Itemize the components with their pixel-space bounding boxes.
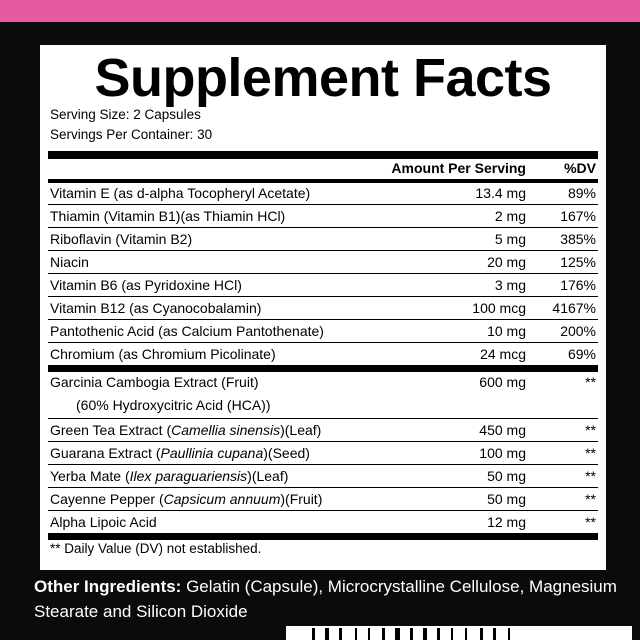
nutrient-amount: 24 mcg [480,346,526,362]
table-row: Chromium (as Chromium Picolinate) 24 mcg 6… [48,344,598,365]
panel-title: Supplement Facts [94,48,552,108]
other-ingredients-label: Other Ingredients: [34,577,182,596]
nutrient-name: Chromium (as Chromium Picolinate) [50,346,276,362]
amount-header: Amount Per Serving [391,160,526,176]
nutrient-amount: 3 mg [494,277,526,293]
nutrient-name: Vitamin B6 (as Pyridoxine HCl) [50,277,242,293]
other-ingredients: Other Ingredients: Gelatin (Capsule), Mi… [34,574,634,624]
table-row: Garcinia Cambogia Extract (Fruit) (60% Hy… [48,372,598,419]
nutrient-name: Pantothenic Acid (as Calcium Pantothenat… [50,323,324,339]
footnote: ** Daily Value (DV) not established. [50,541,262,556]
servings-per-container: Servings Per Container: 30 [50,127,213,142]
nutrient-dv: 89% [567,185,596,201]
nutrient-amount: 5 mg [494,231,526,247]
thick-divider [48,151,598,159]
table-row: Cayenne Pepper (Capsicum annuum)(Fruit) 5… [48,489,598,511]
nutrient-dv: 167% [560,208,596,224]
nutrient-subtext: (60% Hydroxycitric Acid (HCA)) [76,397,271,413]
nutrient-name: Guarana Extract (Paullinia cupana)(Seed) [50,445,310,461]
nutrient-name: Thiamin (Vitamin B1)(as Thiamin HCl) [50,208,286,224]
nutrient-amount: 20 mg [487,254,526,270]
table-row: Vitamin B12 (as Cyanocobalamin) 100 mcg 41… [48,298,598,320]
table-row: Guarana Extract (Paullinia cupana)(Seed)… [48,443,598,465]
nutrient-amount: 50 mg [487,491,526,507]
barcode-stripe [325,628,329,640]
barcode-stripe [395,628,400,640]
barcode-image [286,626,632,640]
barcode-stripe [355,628,357,640]
table-row: Yerba Mate (Ilex paraguariensis)(Leaf) 50… [48,466,598,488]
barcode-stripe [382,628,385,640]
nutrient-amount: 100 mcg [472,300,526,316]
nutrient-amount: 100 mg [479,445,526,461]
nutrient-name: Niacin [50,254,89,270]
accent-band [0,0,640,22]
nutrient-amount: 50 mg [487,468,526,484]
nutrient-name: Green Tea Extract (Camellia sinensis)(Le… [50,422,322,438]
footer-divider [48,533,598,540]
nutrient-dv: 176% [560,277,596,293]
nutrient-name: Yerba Mate (Ilex paraguariensis)(Leaf) [50,468,289,484]
nutrient-dv: 4167% [552,300,596,316]
nutrient-dv: ** [585,468,596,484]
serving-size: Serving Size: 2 Capsules [50,107,201,122]
header-divider [48,179,598,183]
nutrient-dv: 125% [560,254,596,270]
barcode-stripe [312,628,315,640]
nutrient-name: Vitamin E (as d-alpha Tocopheryl Acetate… [50,185,311,201]
nutrient-dv: 69% [567,346,596,362]
other-ingredients-text: Gelatin (Capsule), Microcrystalline Cell… [34,577,617,621]
nutrient-amount: 13.4 mg [475,185,526,201]
barcode-stripe [423,628,427,640]
nutrient-dv: 200% [560,323,596,339]
dv-header: %DV [564,160,596,176]
table-row: Riboflavin (Vitamin B2) 5 mg 385% [48,229,598,251]
nutrient-dv: ** [585,445,596,461]
barcode-stripe [368,628,370,640]
table-row: Alpha Lipoic Acid 12 mg ** [48,512,598,533]
barcode-stripe [410,628,413,640]
nutrient-dv: ** [585,374,596,390]
nutrient-dv: ** [585,422,596,438]
nutrient-name: Riboflavin (Vitamin B2) [50,231,193,247]
nutrient-amount: 450 mg [479,422,526,438]
table-row: Vitamin B6 (as Pyridoxine HCl) 3 mg 176% [48,275,598,297]
nutrient-amount: 600 mg [479,374,526,390]
barcode-stripe [480,628,483,640]
nutrient-amount: 2 mg [494,208,526,224]
section-divider [48,365,598,372]
barcode-stripe [451,628,453,640]
barcode-stripe [339,628,342,640]
barcode-stripe [508,628,510,640]
table-row: Thiamin (Vitamin B1)(as Thiamin HCl) 2 mg… [48,206,598,228]
supplement-facts-panel: Supplement Facts Serving Size: 2 Capsule… [40,45,606,570]
nutrient-name: Garcinia Cambogia Extract (Fruit) [50,374,259,390]
table-row: Pantothenic Acid (as Calcium Pantothenat… [48,321,598,343]
nutrient-name: Cayenne Pepper (Capsicum annuum)(Fruit) [50,491,323,507]
nutrient-name: Alpha Lipoic Acid [50,514,157,530]
table-row: Vitamin E (as d-alpha Tocopheryl Acetate… [48,183,598,205]
nutrient-dv: 385% [560,231,596,247]
nutrient-name: Vitamin B12 (as Cyanocobalamin) [50,300,262,316]
barcode-stripe [437,628,440,640]
table-row: Niacin 20 mg 125% [48,252,598,274]
table-row: Green Tea Extract (Camellia sinensis)(Le… [48,420,598,442]
nutrient-amount: 10 mg [487,323,526,339]
nutrient-dv: ** [585,514,596,530]
nutrient-dv: ** [585,491,596,507]
nutrient-amount: 12 mg [487,514,526,530]
barcode-stripe [493,628,496,640]
barcode-stripe [465,628,467,640]
column-header: Amount Per Serving %DV [48,160,598,180]
